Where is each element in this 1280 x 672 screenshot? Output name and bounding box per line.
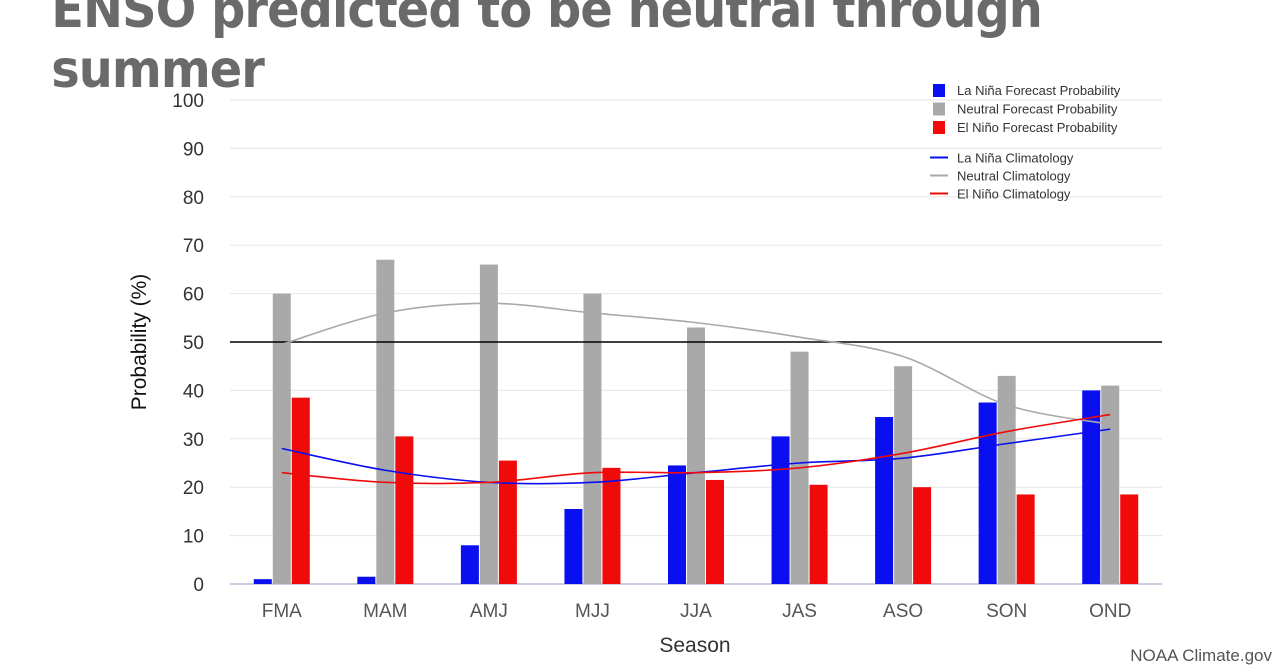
y-tick-label: 10 — [183, 527, 204, 548]
legend-label: El Niño Forecast Probability — [957, 120, 1118, 135]
bar — [1101, 385, 1120, 584]
x-tick-label: MAM — [363, 601, 407, 622]
bar — [668, 465, 686, 584]
y-tick-label: 60 — [183, 285, 204, 306]
bar — [564, 508, 583, 584]
bar — [253, 579, 272, 584]
y-axis-title: Probability (%) — [128, 274, 151, 411]
legend-label: Neutral Forecast Probability — [957, 102, 1118, 117]
climatology-line — [281, 413, 1111, 485]
bar — [913, 487, 932, 584]
bar — [809, 484, 828, 584]
source-credit: NOAA Climate.gov — [1130, 646, 1272, 665]
y-tick-label: 80 — [183, 188, 204, 209]
legend-label: El Niño Climatology — [957, 187, 1071, 202]
y-tick-label: 0 — [193, 575, 204, 596]
bar — [978, 402, 997, 584]
bar — [1016, 494, 1035, 584]
bar — [875, 417, 894, 584]
y-tick-label: 70 — [183, 236, 204, 257]
legend-label: La Niña Climatology — [957, 151, 1074, 166]
x-axis-title: Season — [659, 634, 730, 657]
bar — [460, 545, 479, 584]
bar — [498, 460, 517, 584]
bar — [894, 366, 913, 584]
y-tick-label: 20 — [183, 478, 204, 499]
x-tick-label: JAS — [782, 601, 817, 622]
x-tick-label: AMJ — [470, 601, 508, 622]
bar — [395, 436, 414, 584]
bar — [687, 327, 705, 584]
legend-swatch — [933, 121, 945, 134]
x-tick-label: MJJ — [575, 601, 610, 622]
legend-label: Neutral Climatology — [957, 169, 1071, 184]
bar — [479, 264, 498, 584]
bar — [1082, 390, 1101, 584]
bar — [771, 436, 790, 584]
x-tick-label: SON — [986, 601, 1027, 622]
bar — [706, 479, 724, 584]
bar — [291, 397, 310, 584]
bar — [357, 576, 376, 584]
legend-label: La Niña Forecast Probability — [957, 83, 1121, 98]
bar — [376, 259, 395, 584]
bar — [997, 375, 1016, 584]
legend-swatch — [933, 102, 945, 116]
x-tick-label: FMA — [262, 601, 302, 622]
bar — [602, 467, 621, 584]
bar — [1120, 494, 1139, 584]
y-tick-label: 90 — [183, 139, 204, 160]
y-tick-label: 30 — [183, 430, 204, 451]
y-tick-label: 40 — [183, 381, 204, 402]
x-tick-label: ASO — [883, 601, 923, 622]
headline-title: ENSO predicted to be neutral through sum… — [51, 0, 1043, 100]
y-tick-label: 100 — [172, 91, 204, 112]
x-tick-label: JJA — [680, 601, 712, 622]
climatology-line — [281, 302, 1111, 426]
bar — [272, 293, 291, 584]
bar — [583, 293, 602, 584]
legend-swatch — [933, 84, 945, 97]
y-tick-label: 50 — [183, 333, 204, 354]
x-tick-label: OND — [1089, 601, 1131, 622]
